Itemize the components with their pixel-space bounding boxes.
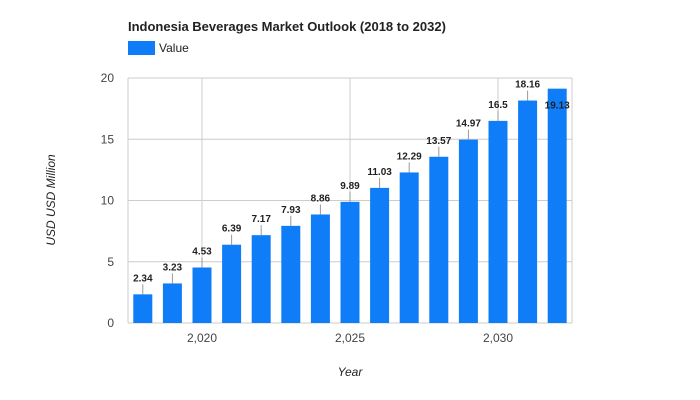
bar [340,201,360,323]
bar [429,156,449,323]
bar [547,88,567,323]
data-label: 8.86 [311,193,331,204]
x-axis-title: Year [338,365,364,379]
chart-title: Indonesia Beverages Market Outlook (2018… [128,19,446,34]
bar [488,120,508,323]
bar [251,235,271,323]
data-label: 7.17 [251,214,271,225]
data-label: 13.57 [426,136,451,147]
y-tick-label: 15 [101,132,115,146]
data-label: 19.13 [545,101,570,112]
bar [133,294,153,323]
bar [222,244,242,323]
data-label: 7.93 [281,205,301,216]
data-label: 18.16 [515,80,540,91]
x-axis-ticks: 2,020 2,025 2,030 [187,331,513,345]
y-tick-label: 5 [107,255,114,269]
bar [310,214,330,323]
bar-series [133,88,567,323]
y-axis-ticks: 0 5 10 15 20 [101,71,115,330]
data-label: 6.39 [222,224,242,235]
data-label: 9.89 [340,181,360,192]
data-label: 2.34 [133,273,153,284]
data-label: 12.29 [397,151,422,162]
data-label: 4.53 [192,247,212,258]
y-axis-title: USD USD Million [44,154,58,246]
bar [281,225,301,323]
data-label: 11.03 [367,167,392,178]
x-tick-label: 2,030 [483,331,513,345]
bar [162,283,182,323]
data-label: 14.97 [456,119,481,130]
data-label: 3.23 [163,262,183,273]
legend-label: Value [159,41,189,55]
data-label: 16.5 [488,100,508,111]
y-tick-label: 20 [101,71,115,85]
bar [192,267,212,323]
legend: Value [128,41,189,55]
data-labels: 2.34 3.23 4.53 6.39 7.17 7.93 8.86 9.89 11.03 12.… [133,80,570,295]
legend-swatch [128,41,155,55]
bar [518,100,538,323]
x-tick-label: 2,020 [187,331,217,345]
y-tick-label: 10 [101,194,115,208]
bar [399,172,419,323]
bar [370,187,390,323]
x-tick-label: 2,025 [335,331,365,345]
y-tick-label: 0 [107,316,114,330]
bar [458,139,478,323]
